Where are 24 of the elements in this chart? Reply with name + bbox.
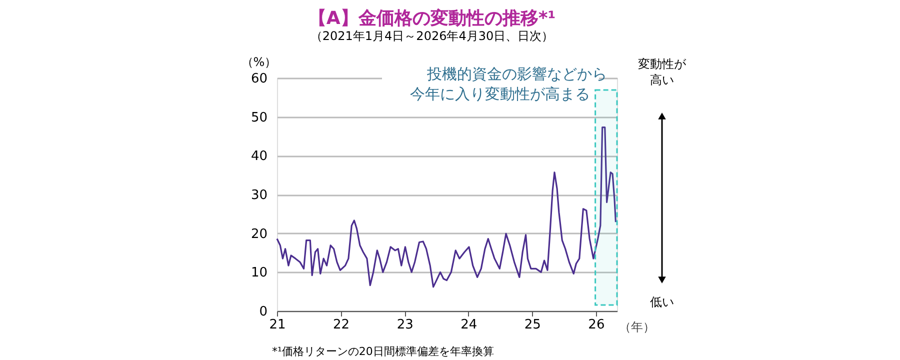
text: 変動性が [638,57,687,71]
line-series [276,126,617,288]
x-tick-label: 25 [524,318,541,332]
text: 高い [650,73,674,87]
annotation: 今年に入り変動性が高まる [410,85,590,103]
text: *¹価格リターンの20日間標準偏差を年率換算 [272,345,494,358]
y-tick-label: 40 [250,149,268,164]
y-tick-label: 50 [250,110,268,126]
x-tick-label: 21 [269,318,286,332]
y-tick-label: 30 [250,188,268,203]
chart-subtitle: （2021年1月4日～2026年4月30日、日次） [310,29,554,43]
x-tick-label: 23 [396,318,414,332]
annotation: 投機的資金の影響などから [426,65,607,83]
x-tick-label: 26 [588,318,605,332]
y-tick-label: 60 [250,72,268,86]
x-axis-title: （年） [619,320,655,334]
x-tick-label: 22 [333,318,350,332]
y-tick-label: 0 [259,304,268,320]
chart-title: 【A】金価格の変動性の推移*¹ [308,8,556,29]
y-tick-label: 20 [250,226,268,242]
x-tick-label: 24 [460,318,478,332]
y-tick-label: 10 [250,266,268,281]
y-axis-title: （%） [241,55,277,69]
text: 低い [650,295,674,309]
